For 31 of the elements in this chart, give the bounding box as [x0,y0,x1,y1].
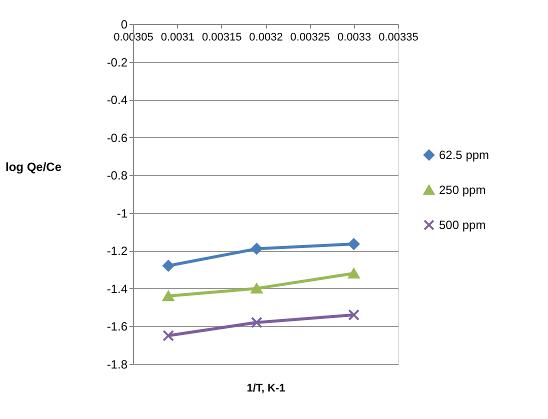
y-tick-label: -0.6 [106,130,128,145]
y-tick-label: -1.2 [106,244,128,258]
x-tick-label: 0.00335 [378,32,418,44]
point [162,260,174,272]
point [250,316,262,328]
x-tick-label: 0.0033 [338,32,372,44]
x-tick-label: 0.00325 [290,32,330,44]
point [162,330,174,342]
legend-label: 62.5 ppm [439,148,490,162]
y-axis-title: log Qe/Ce [6,160,62,174]
y-tick-label: -1.8 [106,358,128,372]
y-tick-label: -1.6 [106,320,128,334]
x-axis-title: 1/T, K-1 [246,382,286,394]
point [162,290,174,302]
y-tick-label: -1.4 [106,282,128,296]
point [348,309,360,321]
x-tick-label: 0.00315 [202,32,242,44]
x-tick-label: 0.0032 [249,32,283,44]
y-tick-label: -0.4 [106,93,128,108]
legend-label: 500 ppm [439,218,486,232]
y-tick-label: -0.8 [106,168,128,183]
point [348,238,360,250]
point [250,283,262,294]
point [348,268,360,278]
y-tick-label: 0 [120,18,128,32]
x-tick-label: 0.00305 [114,32,154,44]
legend-label: 250 ppm [439,183,486,197]
x-tick-label: 0.0031 [160,32,194,44]
y-tick-label: -0.2 [106,55,128,70]
point [250,243,262,255]
y-tick-label: -1 [116,206,128,220]
